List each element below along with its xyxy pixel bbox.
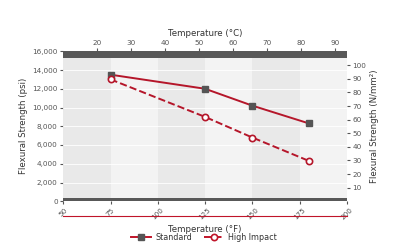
Bar (63, 51, 111, 201)
Bar (63, 51, 347, 58)
X-axis label: Temperature (°C): Temperature (°C) (168, 28, 242, 38)
X-axis label: Temperature (°F): Temperature (°F) (169, 225, 242, 234)
Bar (111, 51, 158, 201)
Bar (299, 51, 347, 201)
Legend: Standard, High Impact: Standard, High Impact (128, 229, 280, 245)
Y-axis label: Flexural Strength (N/mm²): Flexural Strength (N/mm²) (370, 70, 379, 183)
Bar (158, 51, 205, 201)
Bar (252, 51, 299, 201)
Y-axis label: Flexural Strength (psi): Flexural Strength (psi) (19, 78, 28, 174)
Bar (205, 51, 252, 201)
Bar (63, 198, 347, 201)
